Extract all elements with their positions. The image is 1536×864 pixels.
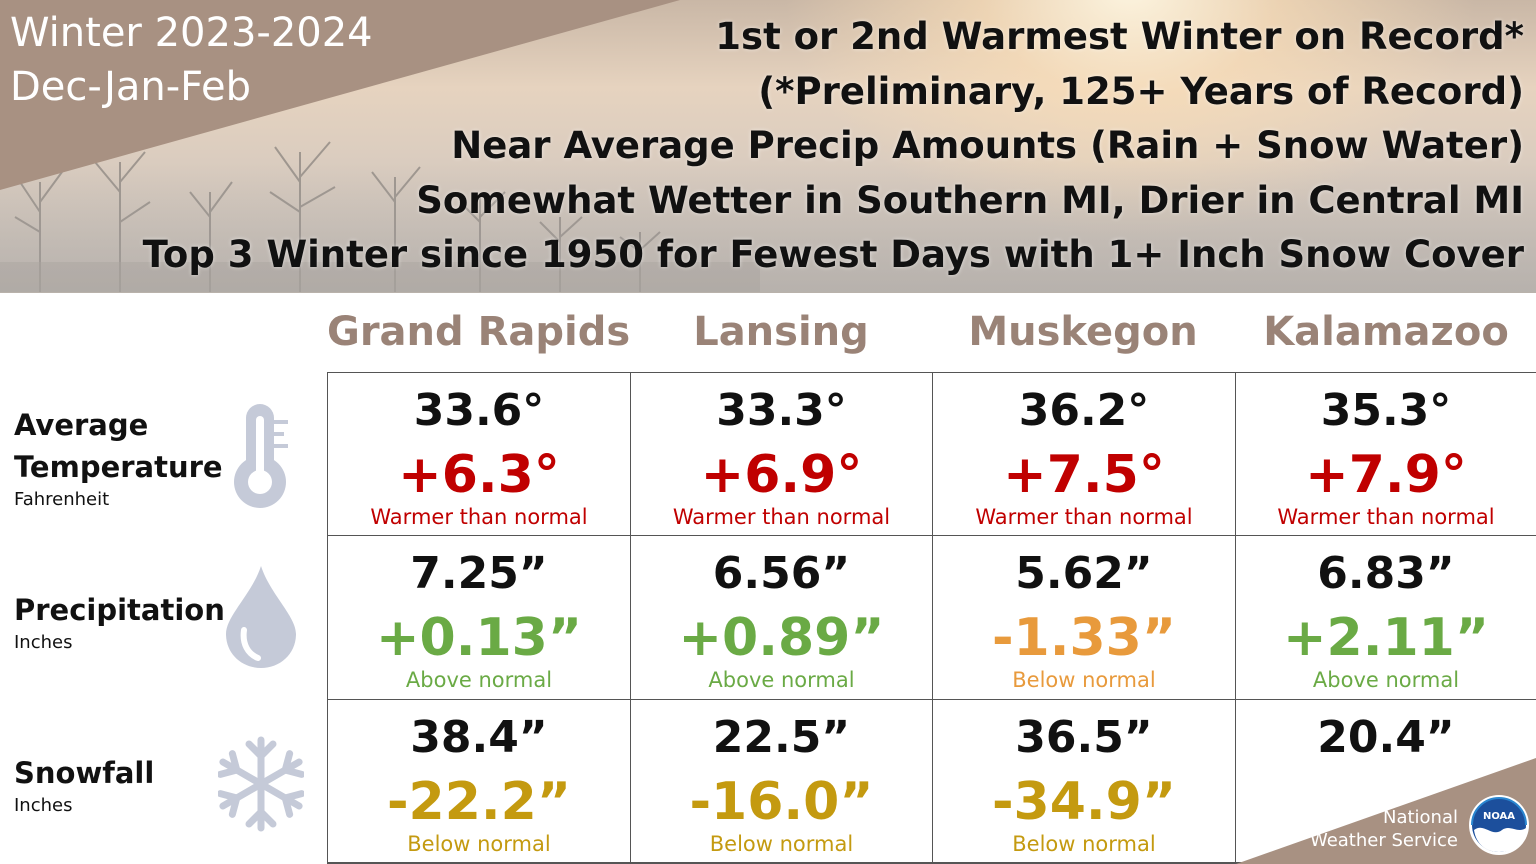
row-label-snowfall-line1: Snowfall [14, 756, 155, 790]
cell-temperature-muskegon: 36.2° +7.5° Warmer than normal [933, 373, 1236, 536]
nws-line2: Weather Service [1309, 830, 1458, 851]
cell-departure: +6.9° [700, 445, 863, 505]
cell-departure: +0.13” [375, 608, 583, 668]
cell-note: Warmer than normal [1277, 505, 1495, 529]
cell-value: 33.6° [413, 385, 545, 436]
row-label-precipitation: Precipitation Inches [14, 589, 225, 655]
cell-note: Below normal [709, 832, 854, 856]
cell-note: Warmer than normal [672, 505, 891, 529]
cell-note: Above normal [405, 668, 553, 692]
cell-note: Above normal [1312, 668, 1460, 692]
headline-list: 1st or 2nd Warmest Winter on Record* (*P… [143, 10, 1524, 283]
column-header-kalamazoo: Kalamazoo [1263, 309, 1509, 355]
cell-precipitation-lansing: 6.56” +0.89” Above normal [631, 536, 933, 700]
row-label-snowfall: Snowfall Inches [14, 752, 154, 818]
cell-note: Above normal [708, 668, 855, 692]
row-label-precipitation-line1: Precipitation [14, 593, 225, 627]
cell-value: 7.25” [410, 548, 548, 599]
cell-value: 33.3° [716, 385, 847, 436]
cell-departure: -34.9” [991, 772, 1177, 832]
nws-wordmark: National Weather Service [1310, 806, 1458, 852]
ground-haze [0, 162, 1536, 292]
cell-departure: -1.33” [991, 608, 1177, 668]
headline-2: (*Preliminary, 125+ Years of Record) [758, 69, 1524, 113]
header-banner: Winter 2023-2024 Dec-Jan-Feb 1st or 2nd … [0, 0, 1536, 293]
climate-summary-table: 33.6° +6.3° Warmer than normal 33.3° +6.… [327, 372, 1536, 864]
column-header-muskegon: Muskegon [968, 309, 1198, 355]
column-header-grand-rapids: Grand Rapids [327, 309, 631, 355]
cell-departure: +6.3° [398, 445, 560, 505]
cell-departure: -22.2” [386, 772, 572, 832]
cell-note: Below normal [1012, 832, 1156, 856]
row-label-temperature-line2: Temperature [14, 450, 223, 484]
cell-value: 6.56” [712, 548, 851, 599]
headline-3: Near Average Precip Amounts (Rain + Snow… [451, 124, 1524, 167]
cell-value: 38.4” [410, 712, 548, 763]
cell-temperature-lansing: 33.3° +6.9° Warmer than normal [631, 373, 933, 536]
column-header-lansing: Lansing [693, 309, 869, 355]
cell-departure: +0.89” [678, 608, 885, 668]
cell-value: 36.5” [1015, 712, 1153, 763]
cell-value: 22.5” [712, 712, 851, 763]
cell-value: 6.83” [1317, 548, 1455, 599]
snowflake-icon [218, 736, 304, 832]
noaa-logo-text: NOAA [1483, 811, 1515, 822]
headline-5: Top 3 Winter since 1950 for Fewest Days … [142, 233, 1524, 276]
cell-value: 5.62” [1015, 548, 1153, 599]
headline-1: 1st or 2nd Warmest Winter on Record* [715, 15, 1524, 58]
row-label-temperature-line1: Average [14, 408, 149, 442]
cell-value: 20.4” [1317, 712, 1455, 763]
cell-value: 36.2° [1018, 385, 1150, 436]
cell-departure: +7.9° [1305, 445, 1467, 505]
row-unit-temperature: Fahrenheit [14, 489, 110, 510]
nws-line1: National [1382, 807, 1458, 828]
cell-note: Warmer than normal [975, 505, 1193, 529]
season-block: Winter 2023-2024 Dec-Jan-Feb [10, 6, 373, 114]
cell-note: Below normal [1012, 668, 1156, 692]
cell-departure: +7.5° [1003, 445, 1165, 505]
cell-temperature-kalamazoo: 35.3° +7.9° Warmer than normal [1236, 373, 1536, 536]
thermometer-icon [234, 404, 288, 508]
season-title: Winter 2023-2024 [10, 10, 373, 56]
cell-snowfall-lansing: 22.5” -16.0” Below normal [631, 700, 933, 863]
cell-snowfall-grand-rapids: 38.4” -22.2” Below normal [328, 700, 631, 863]
cell-temperature-grand-rapids: 33.6° +6.3° Warmer than normal [328, 373, 631, 536]
cell-precipitation-kalamazoo: 6.83” +2.11” Above normal [1236, 536, 1536, 700]
raindrop-icon [226, 566, 296, 668]
cell-precipitation-muskegon: 5.62” -1.33” Below normal [933, 536, 1236, 700]
cell-precipitation-grand-rapids: 7.25” +0.13” Above normal [328, 536, 631, 700]
cell-departure: +2.11” [1282, 608, 1490, 668]
row-unit-precipitation: Inches [14, 632, 73, 653]
season-months: Dec-Jan-Feb [10, 64, 251, 110]
cell-departure: -16.0” [689, 772, 874, 832]
cell-note: Below normal [407, 832, 551, 856]
headline-4: Somewhat Wetter in Southern MI, Drier in… [416, 178, 1524, 222]
cell-value: 35.3° [1320, 385, 1452, 436]
cell-snowfall-muskegon: 36.5” -34.9” Below normal [933, 700, 1236, 863]
row-label-temperature: Average Temperature Fahrenheit [14, 404, 223, 512]
row-unit-snowfall: Inches [14, 795, 73, 816]
noaa-logo-icon: NOAA [1469, 795, 1529, 855]
cell-note: Warmer than normal [370, 505, 588, 529]
